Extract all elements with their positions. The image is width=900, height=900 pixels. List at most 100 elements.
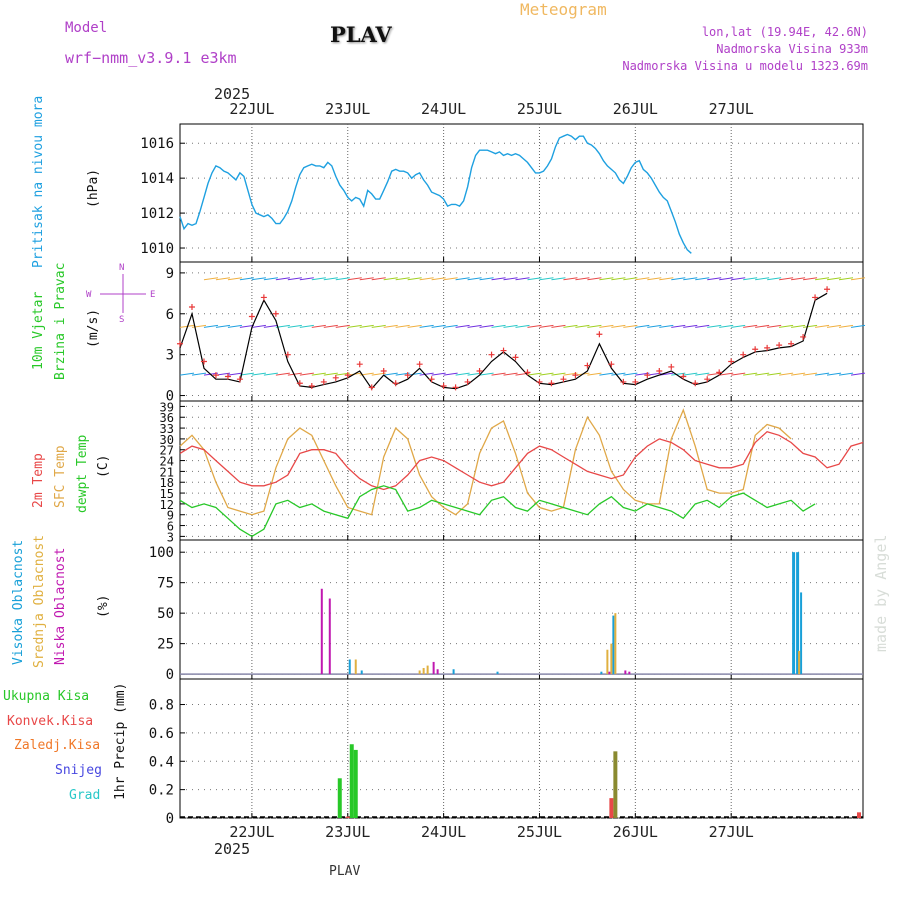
panel-frame [179, 539, 864, 680]
cloud-bar [422, 668, 425, 675]
gust-marker [524, 369, 531, 376]
wind-arrow [407, 324, 422, 328]
wind-arrow [287, 324, 302, 328]
wind-arrow [803, 372, 818, 376]
cloud-unit: (%) [96, 595, 111, 618]
wind-arrow [779, 324, 794, 328]
wind-arrow [443, 372, 458, 376]
wind-arrow [239, 324, 254, 328]
gust-marker [404, 372, 411, 379]
wind-arrow [611, 372, 626, 376]
y-tick-label: 0 [166, 667, 174, 683]
wind-arrow [731, 372, 746, 376]
wind-arrow [551, 324, 566, 328]
cloud-bar [796, 552, 800, 675]
wind-arrow [347, 277, 362, 281]
wind-arrow [683, 324, 698, 328]
wind-arrow [335, 324, 350, 328]
wind-arrow [659, 277, 674, 281]
wind-arrow [299, 277, 314, 281]
panel-frame [179, 123, 864, 263]
wind-arrow [371, 277, 386, 281]
gust-marker [260, 294, 267, 301]
gust-marker [464, 378, 471, 385]
wind-arrow [419, 324, 434, 328]
gust-marker [692, 380, 699, 387]
wind-arrow [359, 324, 374, 328]
wind-arrow [575, 324, 590, 328]
wind-arrow [635, 277, 650, 281]
cloud-bar [798, 650, 801, 675]
wind-arrow [275, 372, 290, 376]
gust-marker [428, 376, 435, 383]
gust-markers [177, 286, 831, 391]
wind-arrow [527, 372, 542, 376]
model-elevation-label: Nadmorska Visina u modelu 1323.69m [622, 59, 868, 73]
y-tick-label: 0 [166, 811, 174, 827]
wind-arrow [743, 372, 758, 376]
model-label: Model [65, 20, 108, 36]
wind-arrow [779, 277, 794, 281]
panel-frame [179, 261, 864, 402]
precip-bar [349, 744, 354, 818]
bottom-day-label: 24JUL [421, 823, 466, 841]
compass-legend: N W E S [86, 263, 155, 325]
wind-arrow [719, 372, 734, 376]
wind-arrow [599, 277, 614, 281]
gust-marker [392, 380, 399, 387]
gust-marker [644, 372, 651, 379]
y-tick-label: 0.4 [149, 754, 174, 770]
wind-arrow [359, 277, 374, 281]
wind-arrow [814, 324, 830, 328]
gust-marker [344, 372, 351, 379]
gust-marker [368, 384, 375, 391]
gust-marker [320, 378, 327, 385]
wind-arrow [215, 277, 231, 281]
gust-marker [332, 374, 339, 381]
precip-ylabel: 1hr Precip (mm) [113, 683, 128, 800]
wind-arrow [191, 372, 207, 376]
wind-arrow [455, 277, 470, 281]
cloud-bar [328, 598, 331, 675]
wind-arrow [251, 372, 266, 376]
top-day-label: 22JUL [229, 100, 274, 118]
wind-arrow [287, 277, 302, 281]
gust-marker [177, 340, 183, 347]
cloud-bar [792, 552, 796, 675]
wind-arrow [563, 277, 578, 281]
precip-legend-snow: Snijeg [55, 763, 102, 778]
precip-bar [613, 751, 618, 818]
wind-arrow [838, 324, 854, 328]
gust-marker [500, 347, 507, 354]
temp-title-2: SFC Temp [53, 445, 68, 508]
wind-arrow [850, 277, 866, 281]
watermark: made by Angel [872, 535, 890, 652]
gust-marker [584, 362, 591, 369]
wind-arrow [503, 372, 518, 376]
wind-arrow [731, 277, 746, 281]
bottom-day-label: 27JUL [709, 823, 754, 841]
wind-arrow [695, 372, 710, 376]
wind-arrow [683, 372, 698, 376]
wind-arrow [395, 277, 410, 281]
bottom-day-label: 25JUL [517, 823, 562, 841]
top-day-label: 26JUL [613, 100, 658, 118]
gust-marker [380, 368, 387, 375]
pressure-line [179, 133, 692, 254]
y-tick-label: 1010 [140, 241, 174, 257]
wind-arrow [850, 324, 866, 328]
wind-arrow [695, 277, 710, 281]
panel-frame [179, 678, 864, 819]
wind-arrow [263, 372, 278, 376]
cloud-bar [360, 670, 363, 675]
wind-arrow [719, 324, 734, 328]
wind-unit: (m/s) [86, 309, 101, 348]
y-tick-label: 33 [160, 422, 174, 436]
wind-arrow [347, 324, 362, 328]
cloud-bar [624, 670, 627, 675]
gust-marker [764, 344, 771, 351]
gust-marker [548, 380, 555, 387]
cloud-bar [800, 592, 803, 675]
